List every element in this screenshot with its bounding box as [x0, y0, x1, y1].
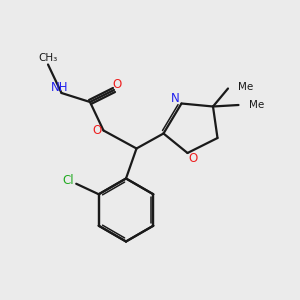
Text: N: N	[170, 92, 179, 105]
Text: Cl: Cl	[62, 174, 74, 187]
Text: Me: Me	[249, 100, 264, 110]
Text: O: O	[112, 77, 122, 91]
Text: O: O	[92, 124, 101, 137]
Text: O: O	[188, 152, 197, 165]
Text: Me: Me	[238, 82, 254, 92]
Text: CH₃: CH₃	[38, 53, 58, 63]
Text: NH: NH	[51, 81, 69, 94]
